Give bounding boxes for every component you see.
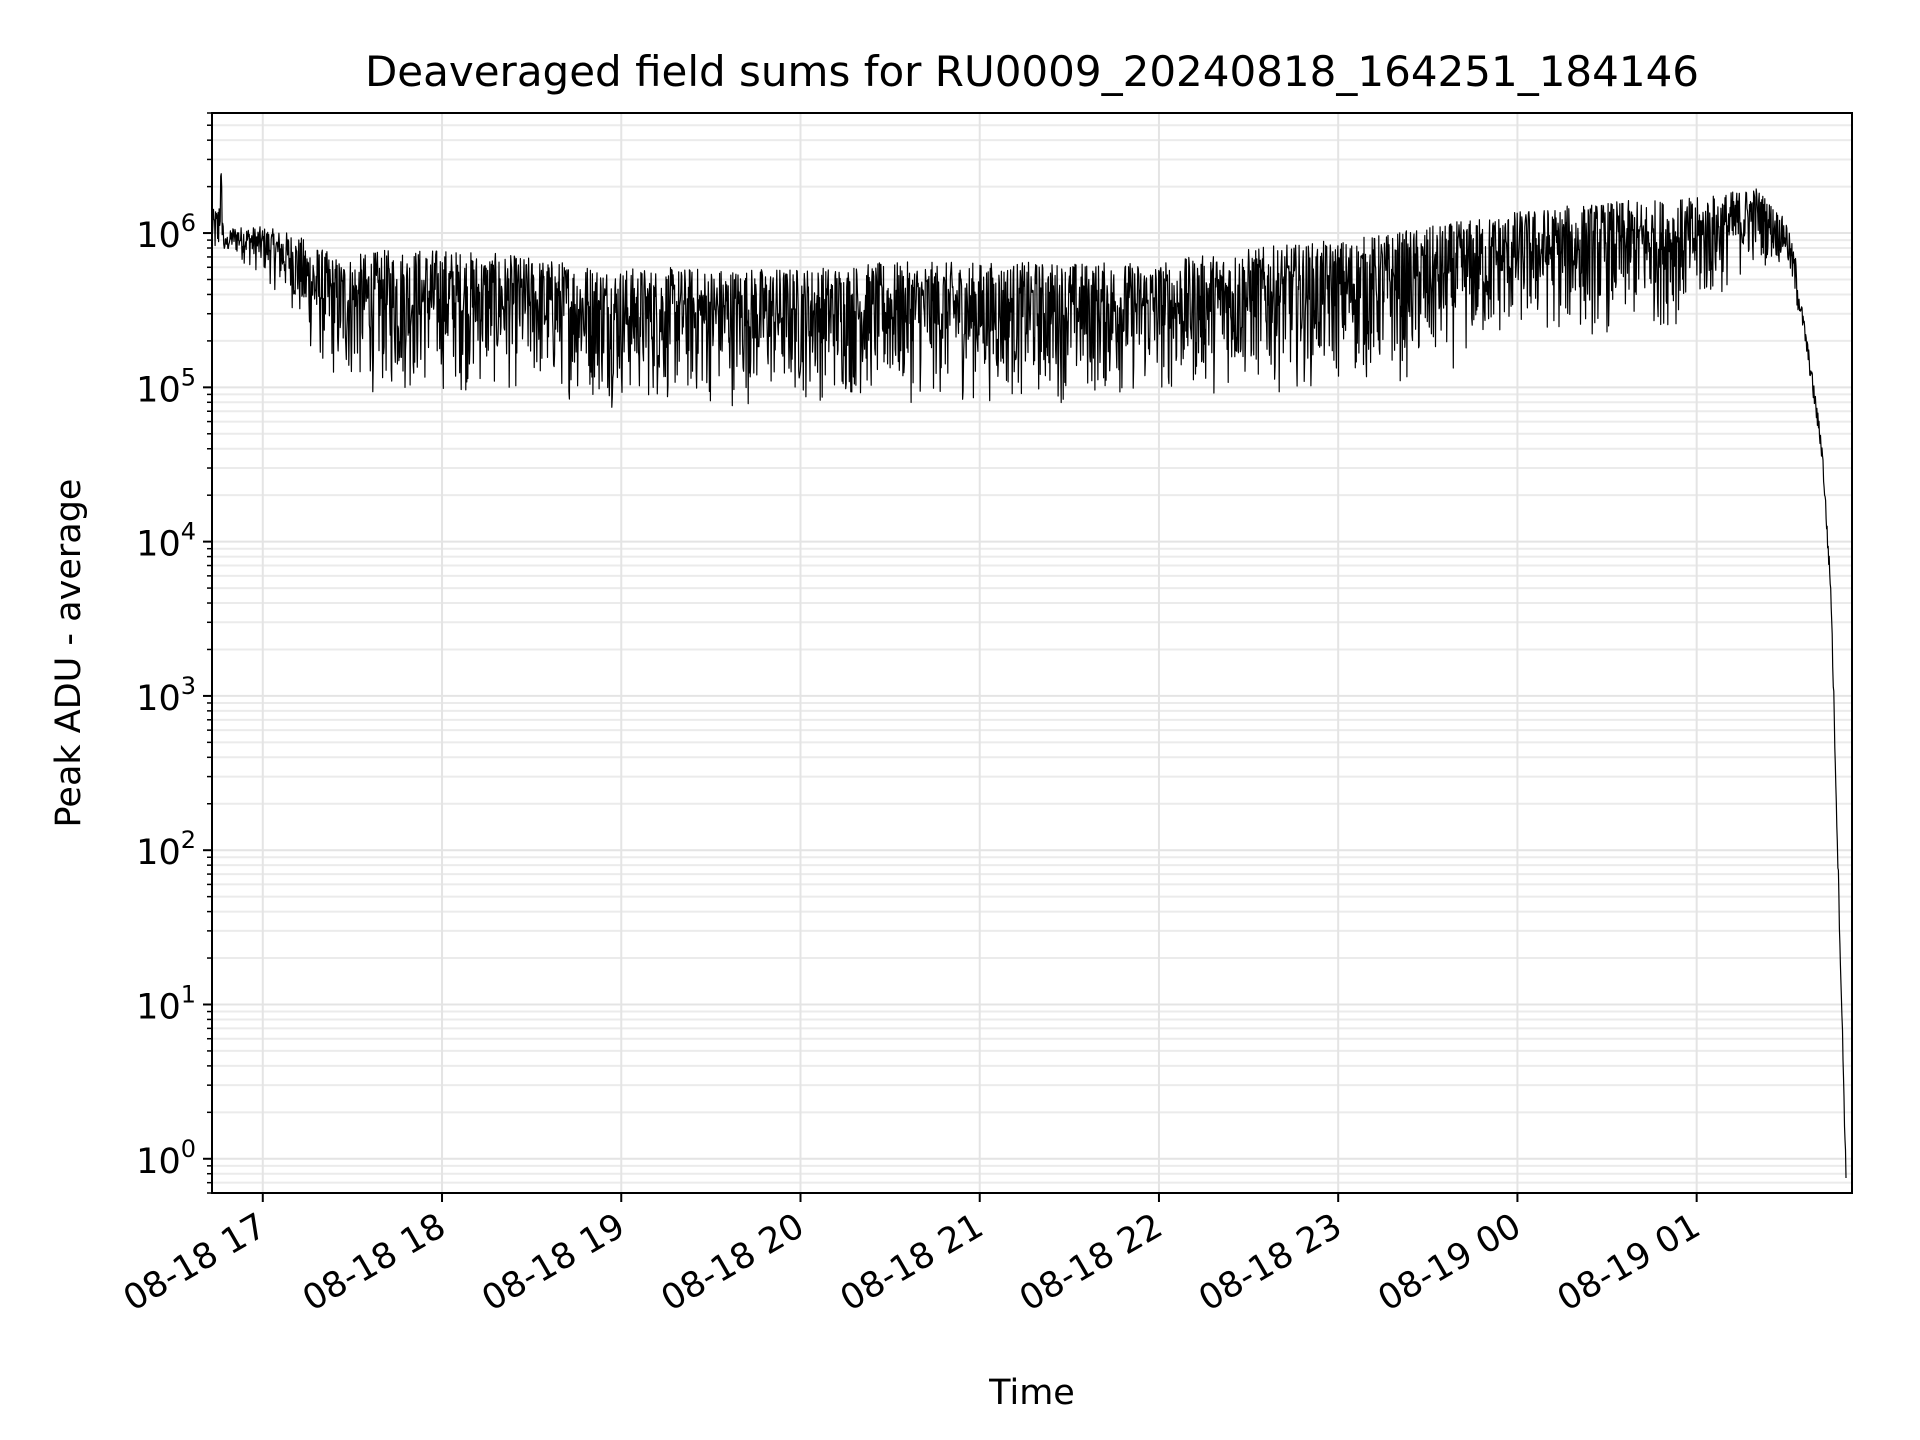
y-tick-label: 104 [136,518,196,565]
y-axis: 100 101 102 103 104 105 106 [136,112,212,1194]
y-tick-label: 101 [136,980,196,1027]
y-tick-label: 106 [136,209,196,256]
series-line-0 [211,173,1847,1179]
y-axis-label: Peak ADU - average [49,479,89,828]
grid [212,112,1852,1194]
chart-title: Deaveraged field sums for RU0009_2024081… [365,47,1699,96]
y-tick-label: 105 [136,363,196,410]
y-tick-label: 102 [136,826,196,873]
plot-frame [211,112,1853,1194]
x-axis-label: Time [988,1373,1075,1413]
y-tick-label: 103 [136,672,196,719]
series-group [211,173,1847,1179]
y-tick-label: 100 [136,1135,196,1182]
